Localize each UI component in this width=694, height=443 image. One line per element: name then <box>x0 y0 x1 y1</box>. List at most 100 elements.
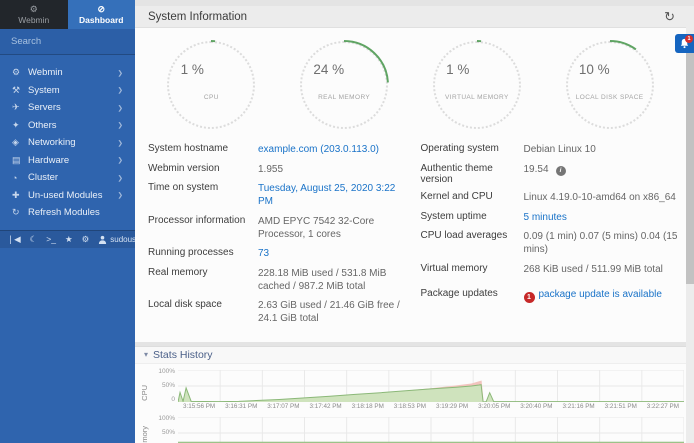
info-value[interactable]: 5 minutes <box>523 211 567 223</box>
sidebar-item-un-used-modules[interactable]: ✚ Un-used Modules ❯ <box>12 189 123 201</box>
info-label: Time on system <box>148 182 219 193</box>
chart-y-ticks: 100%50%0 <box>158 367 175 403</box>
gauge-label: CPU <box>203 94 219 101</box>
system-info-tables: System hostname example.com (203.0.113.0… <box>135 134 694 342</box>
info-label: Processor information <box>148 214 246 226</box>
info-row: Virtual memory 268 KiB used / 511.99 MiB… <box>421 263 681 276</box>
caret-right-icon: ❯ <box>117 174 123 182</box>
info-label: Operating system <box>420 143 499 154</box>
info-row: Local disk space 2.63 GiB used / 21.46 G… <box>148 299 408 325</box>
info-value[interactable]: example.com (203.0.113.0) <box>258 144 379 155</box>
info-table-left: System hostname example.com (203.0.113.0… <box>148 143 408 332</box>
info-value: 268 KiB used / 511.99 MiB total <box>523 263 663 275</box>
gauge-virtual-memory: 1 % VIRTUAL MEMORY <box>431 40 522 130</box>
info-icon[interactable]: i <box>555 165 566 176</box>
gauge-percent: 24 % <box>313 62 345 78</box>
tab-webmin[interactable]: ⚙ Webmin <box>0 0 68 29</box>
notification-badge: 1 <box>685 35 693 43</box>
sidebar-item-cluster[interactable]: ◔ Cluster ❯ <box>12 172 123 184</box>
sidebar-nav: ⚙ Webmin ❯ ⚒ System ❯ ✈ Servers ❯ ✦ Othe… <box>0 55 135 222</box>
send-icon: ✈ <box>12 102 20 113</box>
system-information-header: System Information ↻ <box>135 6 694 28</box>
info-value[interactable]: 1 package update is available <box>523 288 662 303</box>
info-value: 19.54 i <box>524 163 566 176</box>
info-value: Debian Linux 10 <box>523 144 596 155</box>
refresh-icon: ↻ <box>12 207 20 218</box>
info-row: Running processes 73 <box>148 247 408 260</box>
package-count-badge: 1 <box>523 291 535 303</box>
info-row: Kernel and CPU Linux 4.19.0-10-amd64 on … <box>421 191 681 204</box>
night-mode-icon[interactable]: ☾ <box>29 234 38 245</box>
info-row: Operating system Debian Linux 10 <box>421 143 681 156</box>
terminal-icon[interactable]: >_ <box>46 234 56 245</box>
chart-cpu: CPU 100% 50% 0 3:15:56 PM 3:16:31 PM 3:17:07 P… <box>137 367 684 416</box>
tab-dashboard-label: Dashboard <box>79 14 124 25</box>
wrench-icon: ⚒ <box>12 84 21 95</box>
sidebar-item-others[interactable]: ✦ Others ❯ <box>12 119 123 131</box>
gauge-percent: 1 % <box>180 62 204 78</box>
chart-memory: Memory 100%50%03:15:56 PM3:16:31 PM3:17:0… <box>137 415 684 443</box>
info-value[interactable]: Tuesday, August 25, 2020 3:22 PM <box>258 183 396 207</box>
chart-x-ticks: 3:15:56 PM 3:16:31 PM 3:17:07 PM 3:17:42 PM… <box>182 402 680 410</box>
gauge-real-memory: 24 % REAL MEMORY <box>299 40 390 130</box>
settings-icon[interactable]: ⚙ <box>81 234 90 245</box>
info-label: Virtual memory <box>420 262 488 274</box>
webmin-gear-icon: ⚙ <box>29 3 38 14</box>
caret-right-icon: ❯ <box>117 139 123 147</box>
stats-history-title: Stats History <box>153 348 213 361</box>
info-row: System hostname example.com (203.0.113.0… <box>148 143 408 156</box>
user-name-label: sudouser <box>110 234 135 244</box>
sidebar-item-refresh-modules[interactable]: ↻ Refresh Modules <box>12 207 100 219</box>
info-label: Running processes <box>148 247 234 258</box>
main-content: System Information ↻ 1 % CPU 24 % REAL M… <box>135 0 694 443</box>
chevron-down-icon: ▾ <box>144 350 149 359</box>
tab-webmin-label: Webmin <box>18 14 50 25</box>
refresh-icon[interactable]: ↻ <box>664 9 675 24</box>
gear-icon: ⚙ <box>12 67 21 78</box>
sidebar-item-hardware[interactable]: ▤ Hardware ❯ <box>12 154 123 166</box>
sidebar-item-servers[interactable]: ✈ Servers ❯ <box>12 102 123 114</box>
tools-icon: ✦ <box>12 119 20 130</box>
search-input[interactable] <box>11 36 135 47</box>
info-row: Webmin version 1.955 <box>148 163 408 176</box>
sidebar-item-system[interactable]: ⚒ System ❯ <box>12 84 123 96</box>
collapse-sidebar-icon[interactable]: ❘◀ <box>7 234 21 245</box>
chart-plot-area: 3:15:56 PM3:16:31 PM3:17:07 PM3:17:42 PM… <box>178 417 684 443</box>
info-label: Webmin version <box>148 162 220 174</box>
gauge-label: VIRTUAL MEMORY <box>445 94 509 101</box>
scrollbar-thumb[interactable] <box>686 46 694 284</box>
user-menu-button[interactable]: sudouser <box>98 235 135 244</box>
info-row: Real memory 228.18 MiB used / 531.8 MiB … <box>148 267 408 293</box>
gauge-cpu: 1 % CPU <box>166 40 257 130</box>
info-label: Real memory <box>148 266 208 278</box>
caret-right-icon: ❯ <box>117 87 123 95</box>
info-row: Processor information AMD EPYC 7542 32-C… <box>148 215 408 241</box>
info-value: 228.18 MiB used / 531.8 MiB cached / 987… <box>258 267 387 292</box>
puzzle-icon: ✚ <box>12 189 20 200</box>
info-row: CPU load averages 0.09 (1 min) 0.07 (5 m… <box>421 230 681 256</box>
vertical-scrollbar <box>686 6 694 443</box>
cluster-icon: ◔ <box>12 172 18 183</box>
gauge-label: LOCAL DISK SPACE <box>575 94 644 101</box>
sidebar-item-webmin[interactable]: ⚙ Webmin ❯ <box>12 67 123 79</box>
sidebar-search <box>0 29 135 55</box>
info-label: CPU load averages <box>420 230 508 241</box>
info-label: Local disk space <box>148 299 222 310</box>
favorites-icon[interactable]: ★ <box>65 234 73 245</box>
gauges-row: 1 % CPU 24 % REAL MEMORY 1 % VIRTUAL MEM… <box>135 28 694 134</box>
notification-bell-button[interactable]: 1 <box>675 34 694 53</box>
stats-history-header[interactable]: ▾ Stats History <box>135 345 694 364</box>
sidebar-footer: ❘◀ ☾ >_ ★ ⚙ sudouser <box>0 230 135 248</box>
sidebar-item-networking[interactable]: ◈ Networking ❯ <box>12 137 123 149</box>
gauge-local-disk-space: 10 % LOCAL DISK SPACE <box>564 40 655 130</box>
drive-icon: ▤ <box>12 154 21 165</box>
info-row: Time on system Tuesday, August 25, 2020 … <box>148 182 408 208</box>
info-value: 0.09 (1 min) 0.07 (5 mins) 0.04 (15 mins… <box>523 231 678 255</box>
caret-right-icon: ❯ <box>117 157 123 165</box>
tab-dashboard[interactable]: ⊘ Dashboard <box>67 0 135 29</box>
info-value[interactable]: 73 <box>258 248 270 259</box>
info-value: 1.955 <box>258 163 284 175</box>
info-label: Kernel and CPU <box>420 191 493 202</box>
